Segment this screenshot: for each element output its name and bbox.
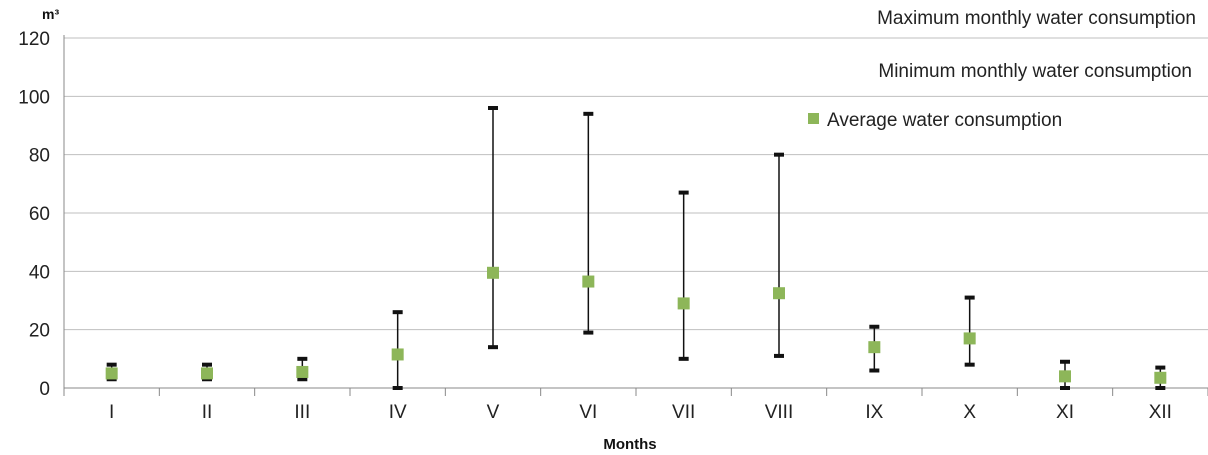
min-cap [1060,386,1070,390]
max-cap [964,295,975,300]
legend-average: Average water consumption [827,110,1062,131]
min-cap [392,386,403,390]
max-cap [392,310,403,315]
min-cap [1155,386,1166,390]
average-point [391,348,404,361]
min-cap [774,353,784,358]
x-tick-label: X [963,402,976,423]
x-tick-label: XI [1056,402,1074,423]
y-axis-ticks: 0 20 40 60 80 100 120 [18,29,50,400]
max-cap [1155,365,1166,370]
x-tick-label: VI [579,402,597,423]
max-cap [1060,359,1070,364]
y-tick-label: 40 [29,262,50,283]
legend-max: Maximum monthly water consumption [877,8,1196,29]
average-point [105,367,118,380]
average-markers [105,266,1167,384]
x-tick-label: V [487,402,500,423]
average-point [1154,371,1167,384]
legend-min: Minimum monthly water consumption [878,61,1192,82]
x-tick-label: VII [672,402,695,423]
y-tick-label: 100 [18,87,50,108]
min-cap [964,362,975,367]
min-cap [678,356,689,361]
x-tick-label: IV [389,402,407,423]
max-cap [869,324,880,329]
min-cap [869,368,880,373]
max-cap [678,190,689,195]
average-point [582,275,595,288]
average-point [296,365,309,378]
average-point [487,266,499,279]
max-cap [106,362,117,367]
gridlines [64,37,1208,331]
average-point [677,297,690,310]
max-cap [583,111,594,116]
x-tick-label: XII [1149,402,1172,423]
max-cap [774,152,784,157]
x-tick-label: VIII [765,402,794,423]
average-point [201,367,213,380]
min-cap [297,377,308,382]
x-tick-label: III [294,402,310,423]
average-point [963,332,976,345]
average-point [1059,370,1071,383]
x-tick-label: II [202,402,213,423]
legend-average-marker [808,113,819,124]
x-tick-label: I [109,402,114,423]
y-tick-label: 60 [29,204,50,225]
min-cap [583,330,594,335]
y-tick-label: 80 [29,146,50,167]
x-axis: I II III IV V VI VII VIII IX X XI XII [63,35,1208,423]
min-cap [488,345,498,350]
range-bars [106,106,1166,390]
max-cap [297,356,308,361]
average-point [868,341,881,354]
y-tick-label: 20 [29,321,50,342]
max-cap [488,106,498,110]
max-cap [202,362,212,367]
x-tick-label: IX [865,402,883,423]
x-axis-label: Months [603,436,656,453]
legend: Maximum monthly water consumption Minimu… [808,8,1196,131]
y-tick-label: 120 [18,29,50,50]
y-tick-label: 0 [39,379,50,400]
average-point [773,287,785,300]
y-unit-label: m³ [42,6,59,22]
